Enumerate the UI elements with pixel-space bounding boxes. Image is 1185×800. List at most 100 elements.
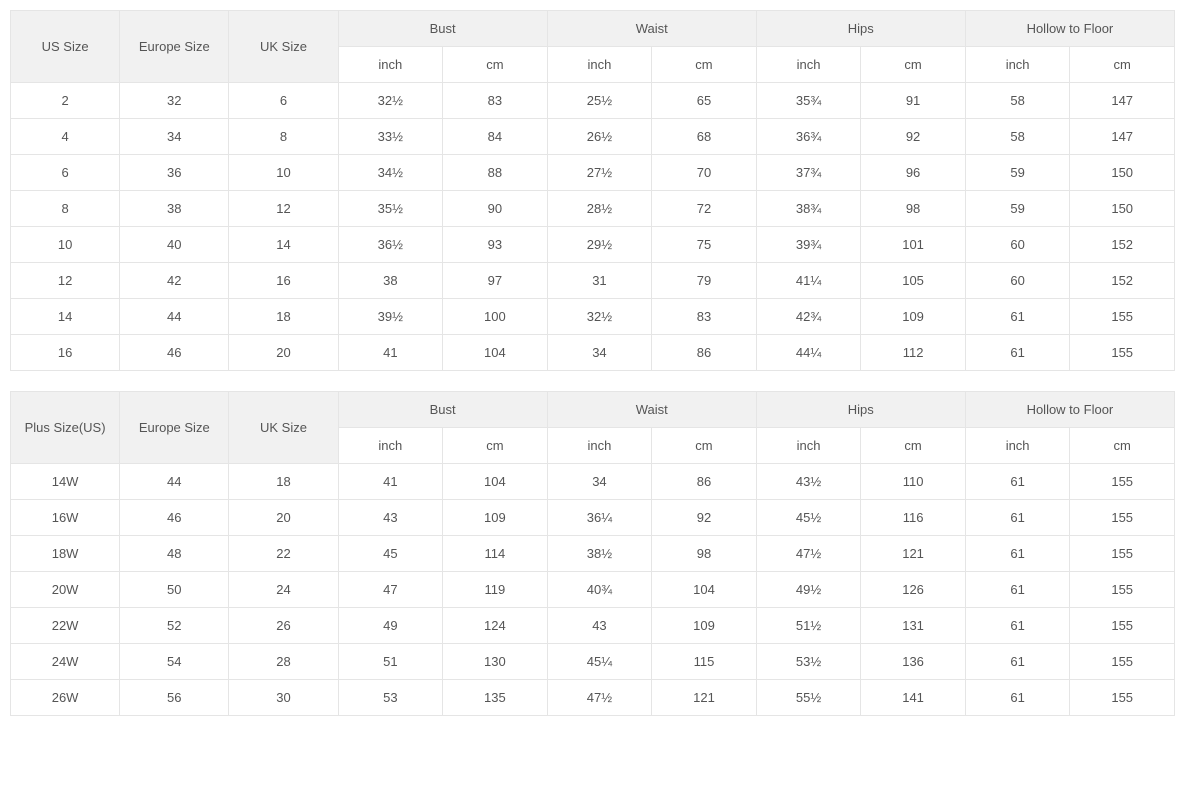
cell-uk: 18 [229, 299, 338, 335]
cell-bust-cm: 83 [443, 83, 548, 119]
cell-waist-cm: 104 [652, 572, 757, 608]
cell-waist-in: 40¾ [547, 572, 652, 608]
unit-cm: cm [443, 47, 548, 83]
cell-waist-in: 36¼ [547, 500, 652, 536]
table-row: 18W48224511438½9847½12161155 [11, 536, 1175, 572]
cell-hips-in: 47½ [756, 536, 861, 572]
cell-europe: 44 [120, 299, 229, 335]
size-chart-standard: US Size Europe Size UK Size Bust Waist H… [10, 10, 1175, 371]
cell-bust-cm: 119 [443, 572, 548, 608]
cell-uk: 30 [229, 680, 338, 716]
cell-hips-cm: 101 [861, 227, 966, 263]
cell-hollow-cm: 155 [1070, 536, 1175, 572]
cell-hips-cm: 110 [861, 464, 966, 500]
cell-hollow-in: 61 [965, 644, 1070, 680]
cell-bust-cm: 97 [443, 263, 548, 299]
cell-hollow-cm: 155 [1070, 572, 1175, 608]
table-row: 26W56305313547½12155½14161155 [11, 680, 1175, 716]
cell-hollow-in: 60 [965, 227, 1070, 263]
cell-bust-cm: 114 [443, 536, 548, 572]
table-row: 1242163897317941¼10560152 [11, 263, 1175, 299]
header-europe-size: Europe Size [120, 392, 229, 464]
cell-waist-in: 45¼ [547, 644, 652, 680]
header-waist: Waist [547, 392, 756, 428]
cell-hollow-in: 61 [965, 464, 1070, 500]
header-uk-size: UK Size [229, 11, 338, 83]
cell-hips-cm: 131 [861, 608, 966, 644]
cell-hollow-in: 60 [965, 263, 1070, 299]
cell-europe: 44 [120, 464, 229, 500]
cell-size: 2 [11, 83, 120, 119]
unit-cm: cm [861, 428, 966, 464]
header-bust: Bust [338, 11, 547, 47]
cell-bust-cm: 84 [443, 119, 548, 155]
cell-size: 12 [11, 263, 120, 299]
cell-waist-in: 27½ [547, 155, 652, 191]
cell-hips-in: 39¾ [756, 227, 861, 263]
cell-uk: 26 [229, 608, 338, 644]
cell-hollow-in: 61 [965, 680, 1070, 716]
cell-hollow-in: 59 [965, 155, 1070, 191]
cell-size: 4 [11, 119, 120, 155]
cell-size: 14 [11, 299, 120, 335]
cell-hips-in: 49½ [756, 572, 861, 608]
cell-hips-in: 43½ [756, 464, 861, 500]
cell-hips-cm: 141 [861, 680, 966, 716]
cell-waist-cm: 72 [652, 191, 757, 227]
table-row: 434833½8426½6836¾9258147 [11, 119, 1175, 155]
cell-waist-in: 31 [547, 263, 652, 299]
cell-waist-in: 38½ [547, 536, 652, 572]
header-waist: Waist [547, 11, 756, 47]
cell-waist-cm: 98 [652, 536, 757, 572]
cell-size: 16W [11, 500, 120, 536]
cell-uk: 18 [229, 464, 338, 500]
table-row: 14441839½10032½8342¾10961155 [11, 299, 1175, 335]
cell-bust-in: 33½ [338, 119, 443, 155]
cell-hips-cm: 121 [861, 536, 966, 572]
cell-bust-in: 41 [338, 464, 443, 500]
cell-bust-in: 32½ [338, 83, 443, 119]
cell-bust-in: 34½ [338, 155, 443, 191]
cell-hollow-in: 61 [965, 299, 1070, 335]
unit-inch: inch [547, 47, 652, 83]
table-row: 16W46204310936¼9245½11661155 [11, 500, 1175, 536]
cell-europe: 54 [120, 644, 229, 680]
cell-waist-in: 47½ [547, 680, 652, 716]
cell-bust-cm: 109 [443, 500, 548, 536]
cell-europe: 36 [120, 155, 229, 191]
cell-hollow-cm: 155 [1070, 335, 1175, 371]
cell-uk: 6 [229, 83, 338, 119]
table-row: 20W50244711940¾10449½12661155 [11, 572, 1175, 608]
cell-hollow-in: 61 [965, 608, 1070, 644]
header-row: Plus Size(US) Europe Size UK Size Bust W… [11, 392, 1175, 428]
cell-hips-cm: 105 [861, 263, 966, 299]
header-plus-size: Plus Size(US) [11, 392, 120, 464]
table-row: 24W54285113045¼11553½13661155 [11, 644, 1175, 680]
cell-bust-in: 36½ [338, 227, 443, 263]
table-row: 6361034½8827½7037¾9659150 [11, 155, 1175, 191]
cell-europe: 56 [120, 680, 229, 716]
cell-uk: 20 [229, 335, 338, 371]
cell-bust-in: 38 [338, 263, 443, 299]
header-hollow: Hollow to Floor [965, 392, 1174, 428]
cell-hips-in: 37¾ [756, 155, 861, 191]
unit-inch: inch [547, 428, 652, 464]
cell-waist-cm: 65 [652, 83, 757, 119]
cell-hollow-cm: 152 [1070, 263, 1175, 299]
unit-inch: inch [965, 428, 1070, 464]
cell-hollow-cm: 155 [1070, 608, 1175, 644]
cell-hips-cm: 91 [861, 83, 966, 119]
cell-hollow-cm: 150 [1070, 155, 1175, 191]
cell-hips-in: 45½ [756, 500, 861, 536]
unit-cm: cm [1070, 47, 1175, 83]
cell-europe: 46 [120, 335, 229, 371]
header-hips: Hips [756, 11, 965, 47]
cell-waist-cm: 115 [652, 644, 757, 680]
table-row: 232632½8325½6535¾9158147 [11, 83, 1175, 119]
cell-hips-in: 36¾ [756, 119, 861, 155]
cell-waist-in: 25½ [547, 83, 652, 119]
unit-inch: inch [756, 47, 861, 83]
cell-bust-in: 45 [338, 536, 443, 572]
cell-bust-in: 51 [338, 644, 443, 680]
cell-waist-cm: 83 [652, 299, 757, 335]
